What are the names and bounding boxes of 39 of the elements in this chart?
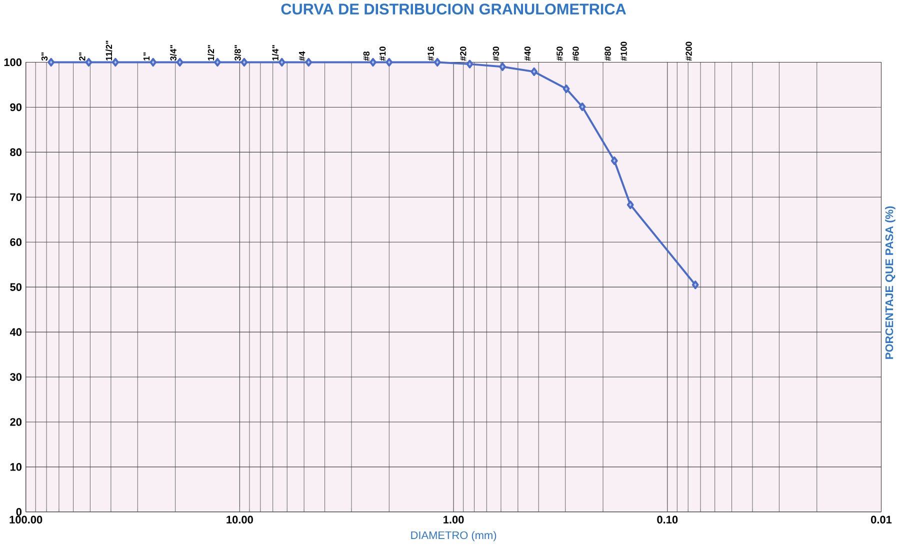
text: #16 — [428, 46, 434, 61]
text: #100 — [620, 42, 627, 61]
y-tick-label: 70 — [10, 193, 22, 202]
chart-title: CURVA DE DISTRIBUCION GRANULOMETRICA — [281, 4, 626, 15]
text: #20 — [460, 46, 466, 61]
text: 3/8" — [234, 45, 241, 61]
text: #50 — [556, 46, 563, 61]
text: #60 — [572, 46, 579, 61]
x-tick-label: 0.01 — [871, 516, 892, 524]
y-tick-label: 30 — [10, 373, 22, 381]
x-tick-label: 100.00 — [10, 516, 42, 524]
y-tick-label: 80 — [10, 148, 22, 156]
text: 3" — [41, 52, 48, 61]
x-axis-title: DIAMETRO (mm) — [411, 531, 496, 542]
y-tick-label: 40 — [10, 328, 22, 336]
text: #4 — [299, 51, 306, 61]
text: #10 — [379, 46, 386, 61]
y-tick-label: 0 — [16, 508, 22, 516]
x-tick-label: 0.10 — [657, 516, 678, 524]
text: #30 — [492, 46, 500, 61]
text: #200 — [686, 42, 692, 61]
x-tick-label: 10.00 — [226, 516, 253, 524]
text: 2" — [79, 52, 86, 61]
y-tick-label: 50 — [10, 283, 22, 291]
y-tick-label: 20 — [10, 418, 22, 426]
text: 1/4" — [272, 45, 279, 60]
text: 11/2" — [106, 40, 112, 60]
x-tick-label: 1.00 — [444, 516, 464, 524]
y-tick-label: 60 — [10, 238, 22, 246]
y-tick-label: 90 — [10, 103, 22, 112]
y-tick-label: 100 — [4, 58, 22, 66]
text: 1" — [144, 52, 150, 60]
y-tick-label: 10 — [10, 463, 22, 471]
text: 1/2" — [208, 45, 214, 60]
text: #80 — [604, 46, 611, 61]
text: 3/4" — [170, 45, 177, 61]
y-axis-title: PORCENTAJE QUE PASA (%) — [885, 206, 896, 359]
text: #8 — [363, 51, 370, 61]
text: #40 — [524, 46, 531, 61]
